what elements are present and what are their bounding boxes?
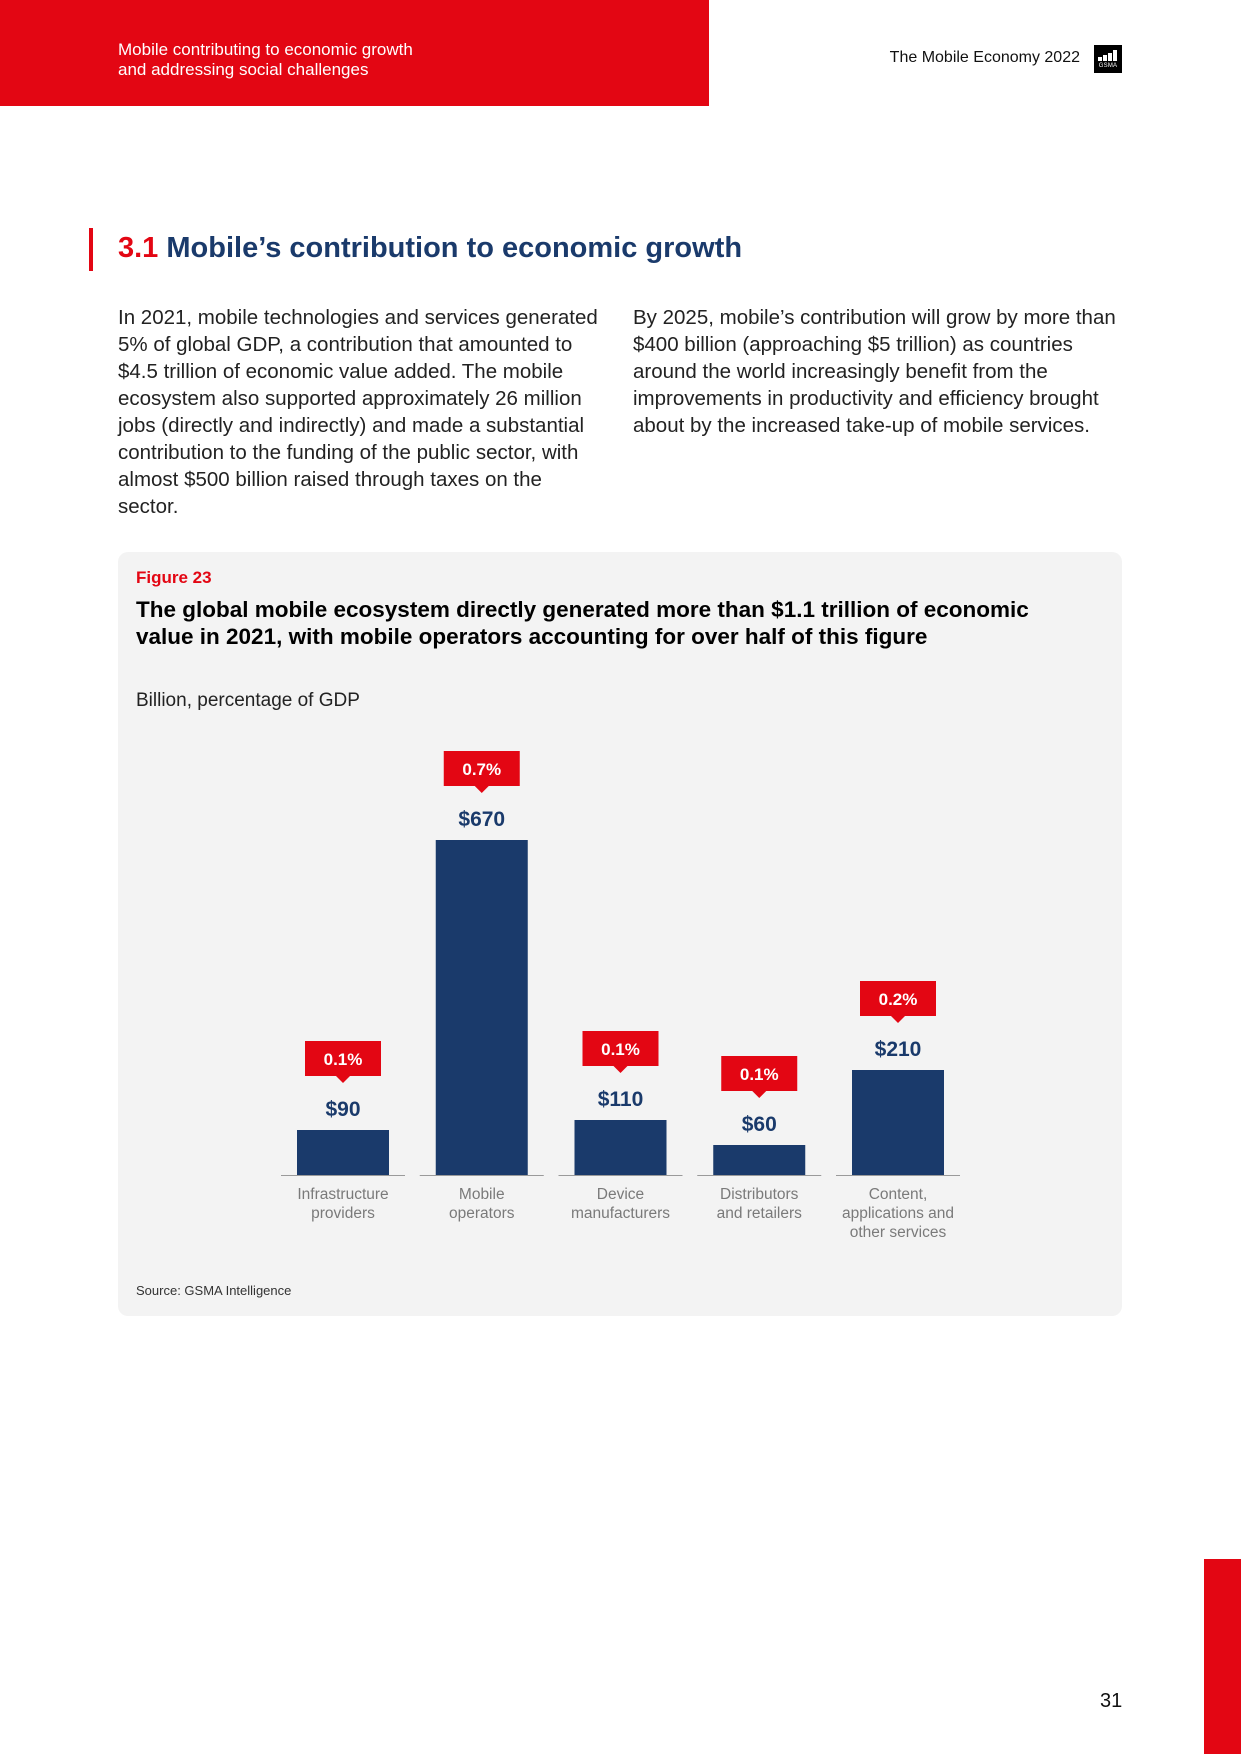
gdp-callout (582, 1031, 659, 1066)
value-label: $670 (458, 808, 505, 831)
section-title: Mobile’s contribution to economic growth (166, 232, 743, 264)
figure-source: Source: GSMA Intelligence (136, 1283, 292, 1298)
callout-pointer (891, 1016, 905, 1023)
callout-pointer (613, 1066, 628, 1073)
value-label: $110 (598, 1088, 644, 1111)
callout-pointer (474, 786, 489, 793)
side-accent-bar (1204, 1559, 1241, 1754)
figure-title: The global mobile ecosystem directly gen… (136, 597, 1029, 649)
category-label: other services (850, 1224, 947, 1241)
category-label: Content, (869, 1186, 928, 1203)
bar (435, 840, 528, 1175)
logo-text: GSMA (1098, 63, 1118, 69)
category-label: Infrastructure (297, 1186, 388, 1203)
body-column-right: By 2025, mobile’s contribution will grow… (633, 306, 1116, 437)
category-label: operators (449, 1205, 515, 1222)
category-label: applications and (842, 1205, 954, 1222)
gdp-share-label: 0.1% (740, 1065, 779, 1084)
value-label: $60 (742, 1113, 777, 1136)
gdp-share-label: 0.7% (462, 760, 501, 779)
bar (713, 1145, 806, 1175)
figure-unit: Billion, percentage of GDP (136, 690, 360, 711)
category-label: providers (311, 1205, 375, 1222)
bar (574, 1120, 667, 1175)
value-label: $90 (325, 1098, 360, 1121)
gdp-share-label: 0.1% (324, 1050, 363, 1069)
figure-panel: Figure 23 The global mobile ecosystem di… (118, 552, 1122, 1316)
gdp-share-label: 0.1% (601, 1040, 640, 1059)
bar (297, 1130, 389, 1175)
bar (852, 1070, 944, 1175)
bar-chart: $90 0.1% Infrastructure providers $670 0.7% Mo… (281, 751, 960, 1241)
figure-label: Figure 23 (136, 568, 212, 587)
gdp-callout (305, 1041, 381, 1076)
header-band (0, 0, 709, 106)
gdp-share-label: 0.2% (879, 990, 918, 1009)
gdp-callout (721, 1056, 798, 1091)
section-heading: 3.1 Mobile’s contribution to economic gr… (118, 232, 742, 265)
report-title: The Mobile Economy 2022 (889, 49, 1080, 66)
value-label: $210 (875, 1038, 922, 1061)
gsma-logo: GSMA (1094, 45, 1122, 73)
page-number: 31 (1100, 1690, 1123, 1712)
header-subtitle: Mobile contributing to economic growth a… (118, 40, 413, 80)
body-column-left: In 2021, mobile technologies and service… (118, 306, 598, 518)
section-number: 3.1 (118, 232, 159, 264)
header-subtitle-line: and addressing social challenges (118, 60, 369, 79)
section-marker (89, 228, 93, 271)
callout-pointer (336, 1076, 350, 1083)
category-label: Mobile (459, 1186, 505, 1203)
category-label: manufacturers (571, 1205, 670, 1222)
category-label: Device (597, 1186, 644, 1203)
gdp-callout (860, 981, 936, 1016)
header-subtitle-line: Mobile contributing to economic growth (118, 40, 413, 59)
signal-bars-icon (1098, 50, 1118, 61)
category-label: and retailers (717, 1205, 803, 1222)
category-label: Distributors (720, 1186, 799, 1203)
callout-pointer (752, 1091, 767, 1098)
gdp-callout (443, 751, 520, 786)
